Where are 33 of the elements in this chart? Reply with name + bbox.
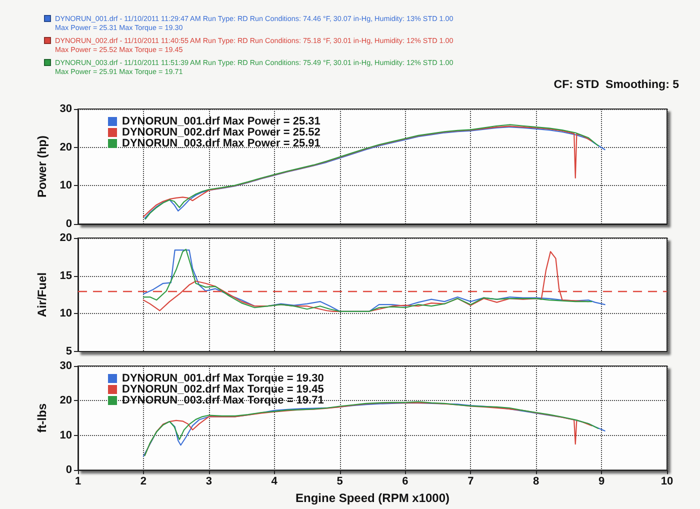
x-tick-label: 7: [468, 476, 474, 488]
legend-label: DYNORUN_003.drf Max Power = 25.91: [122, 138, 320, 150]
x-tick-label: 6: [402, 476, 408, 488]
y-tick-label: 20: [60, 394, 72, 407]
y-tick-label: 0: [66, 218, 72, 230]
y-tick-label: 20: [60, 232, 72, 244]
x-tick-label: 5: [336, 476, 343, 488]
legend-label: DYNORUN_001.drf Max Power = 25.31: [122, 116, 320, 128]
y-axis-title: Air/Fuel: [35, 272, 49, 318]
legend-label: DYNORUN_001.drf Max Torque = 19.30: [122, 372, 324, 384]
legend-label: DYNORUN_002.drf Max Power = 25.52: [122, 126, 320, 138]
x-tick-label: 10: [660, 476, 674, 488]
y-axis-title: Power (hp): [35, 136, 49, 198]
x-tick-label: 4: [271, 476, 278, 488]
x-tick-label: 3: [206, 476, 212, 488]
legend-label: DYNORUN_003.drf Max Torque = 19.71: [122, 394, 324, 406]
legend-label: DYNORUN_002.drf Max Torque = 19.45: [122, 384, 324, 396]
y-tick-label: 30: [60, 103, 72, 115]
x-tick-label: 1: [74, 476, 82, 488]
y-tick-label: 10: [60, 308, 72, 320]
y-tick-label: 30: [60, 360, 72, 372]
x-tick-label: 8: [533, 476, 540, 488]
y-tick-label: 0: [66, 464, 72, 476]
chart-subtitle: CF: STD Smoothing: 5: [554, 79, 680, 91]
x-tick-label: 9: [598, 476, 605, 488]
y-tick-label: 5: [66, 346, 72, 358]
y-axis-title: ft-lbs: [35, 403, 49, 433]
x-tick-label: 2: [140, 476, 147, 488]
x-axis-title: Engine Speed (RPM x1000): [295, 491, 450, 505]
y-tick-label: 10: [60, 429, 72, 442]
y-tick-label: 10: [60, 180, 72, 192]
y-tick-label: 20: [60, 141, 72, 154]
y-tick-label: 15: [60, 270, 72, 282]
